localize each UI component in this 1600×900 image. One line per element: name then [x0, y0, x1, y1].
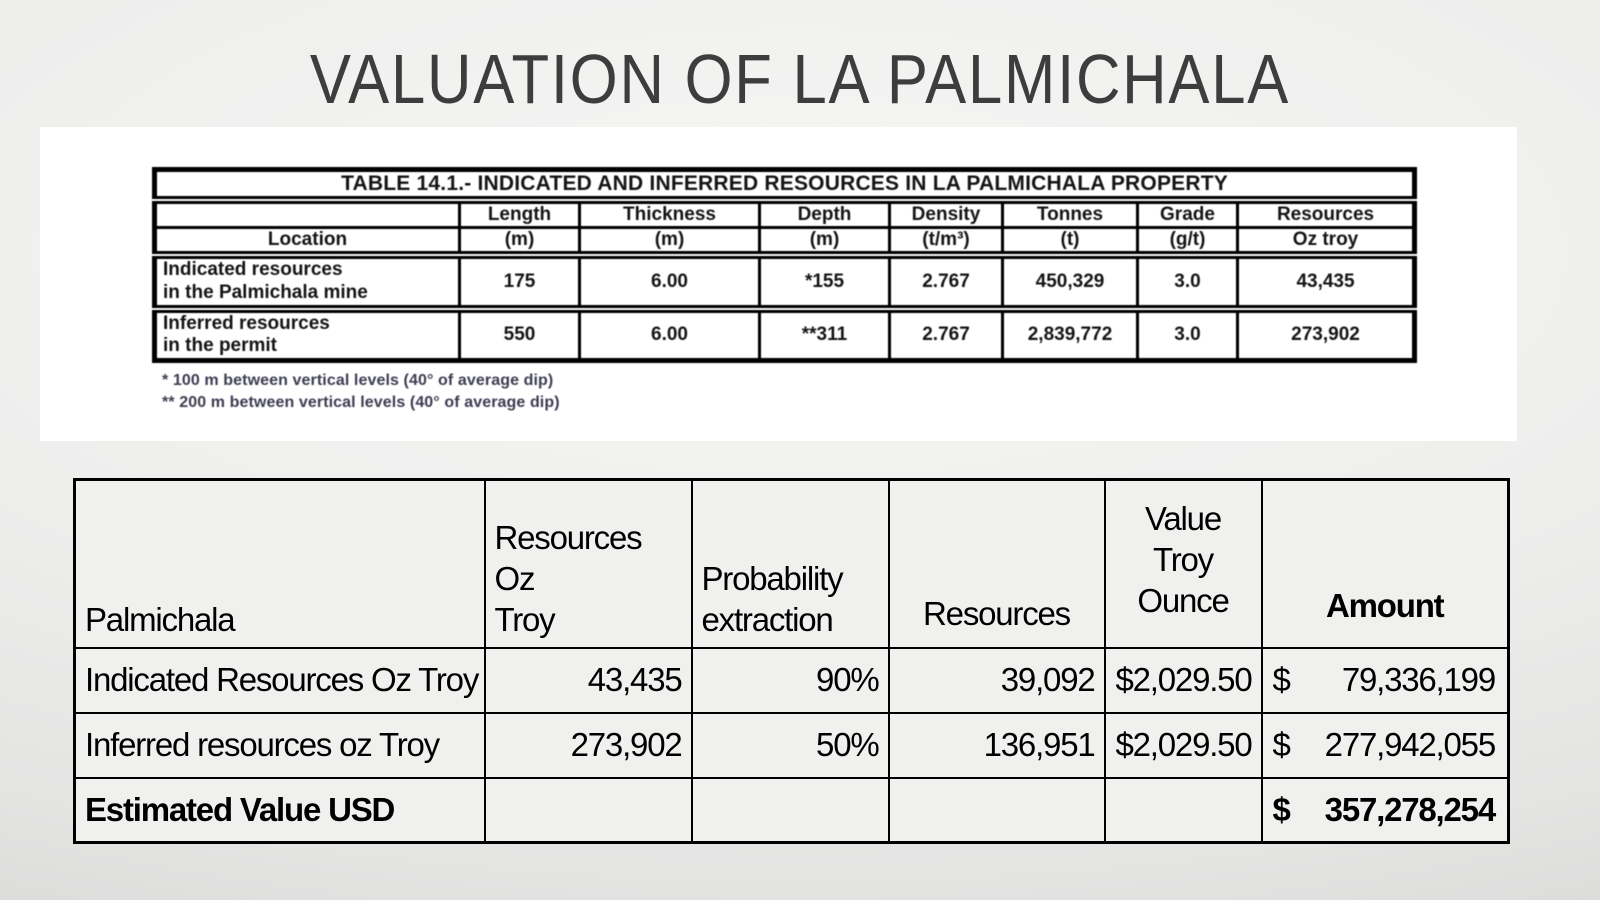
t1-col-depth: Depth: [758, 198, 891, 229]
t1-cell-depth: **311: [758, 307, 891, 363]
t2-cell-amount: $ 79,336,199: [1260, 646, 1510, 714]
t2-cell-resources-oz: 273,902: [483, 711, 693, 779]
t2-header-palmichala: Palmichala: [73, 478, 486, 649]
t1-col-length: Length: [458, 198, 581, 229]
dollar-sign: $: [1272, 790, 1291, 828]
t2-empty-cell: [483, 776, 693, 844]
table-header-row: Palmichala Resources Oz Troy Probability…: [73, 478, 1510, 649]
t1-location-inferred: Inferred resources in the permit: [153, 307, 461, 363]
t1-title: TABLE 14.1.- INDICATED AND INFERRED RESO…: [152, 168, 1417, 204]
amount-value: 357,278,254: [1324, 790, 1497, 828]
t2-cell-probability: 90%: [690, 646, 890, 714]
t1-cell-length: 550: [458, 307, 581, 363]
t1-unit-gt: (g/t): [1136, 226, 1239, 259]
dollar-sign: $: [1272, 726, 1291, 763]
t2-empty-cell: [1103, 776, 1263, 844]
table-row: TABLE 14.1.- INDICATED AND INFERRED RESO…: [152, 168, 1417, 204]
t2-empty-cell: [690, 776, 890, 844]
t1-cell-resources: 273,902: [1235, 307, 1417, 363]
table-14-1: TABLE 14.1.- INDICATED AND INFERRED RESO…: [152, 167, 1418, 364]
t2-label-indicated: Indicated Resources Oz Troy: [73, 646, 486, 714]
t2-cell-value-per-oz: $2,029.50: [1103, 646, 1263, 714]
footnote-2: ** 200 m between vertical levels (40° of…: [162, 393, 560, 411]
t2-header-resources-oz-troy: Resources Oz Troy: [483, 478, 693, 649]
t2-empty-cell: [887, 776, 1106, 844]
table-row: Indicated Resources Oz Troy 43,435 90% 3…: [73, 646, 1510, 714]
table-row: Location (m) (m) (m) (t/m³) (t) (g/t) Oz…: [153, 226, 1417, 259]
t1-col-density: Density: [888, 198, 1004, 229]
t1-cell-tonnes: 2,839,772: [1001, 307, 1139, 363]
t2-header-probability-extraction: Probability extraction: [690, 478, 890, 649]
t2-header-amount: Amount: [1260, 478, 1510, 649]
t2-header-resources: Resources: [887, 478, 1106, 649]
amount-value: 79,336,199: [1341, 661, 1496, 698]
t1-col-resources: Resources: [1235, 198, 1417, 229]
t1-cell-grade: 3.0: [1136, 253, 1239, 313]
valuation-table: Palmichala Resources Oz Troy Probability…: [73, 478, 1510, 844]
t1-col-grade: Grade: [1136, 198, 1239, 229]
t1-unit-density: (t/m³): [888, 226, 1004, 259]
t1-unit-m2: (m): [578, 226, 761, 259]
t1-cell-depth: *155: [758, 253, 891, 313]
t1-cell-length: 175: [458, 253, 581, 313]
dollar-sign: $: [1272, 661, 1291, 698]
t2-header-value-troy-ounce: Value Troy Ounce: [1103, 478, 1263, 649]
t1-unit-oztroy: Oz troy: [1235, 226, 1417, 259]
table-total-row: Estimated Value USD $ 357,278,254: [73, 776, 1510, 844]
footnote-1: * 100 m between vertical levels (40° of …: [162, 372, 554, 390]
t1-cell-thickness: 6.00: [578, 307, 761, 363]
t2-cell-resources: 39,092: [887, 646, 1106, 714]
t2-label-inferred: Inferred resources oz Troy: [73, 711, 486, 779]
t1-location-indicated: Indicated resources in the Palmichala mi…: [153, 253, 461, 313]
t1-cell-tonnes: 450,329: [1001, 253, 1139, 313]
t2-cell-amount: $ 277,942,055: [1260, 711, 1510, 779]
t1-col-tonnes: Tonnes: [1001, 198, 1139, 229]
t1-unit-m3: (m): [758, 226, 891, 259]
t1-col-thickness: Thickness: [578, 198, 761, 229]
t1-unit-t: (t): [1001, 226, 1139, 259]
t2-cell-resources-oz: 43,435: [483, 646, 693, 714]
t1-cell-thickness: 6.00: [578, 253, 761, 313]
t1-cell-grade: 3.0: [1136, 307, 1239, 363]
t2-cell-value-per-oz: $2,029.50: [1103, 711, 1263, 779]
t1-col-blank: [153, 198, 461, 229]
table-14-1-scan: TABLE 14.1.- INDICATED AND INFERRED RESO…: [152, 167, 1432, 413]
scanned-table-panel: TABLE 14.1.- INDICATED AND INFERRED RESO…: [40, 127, 1517, 441]
slide-title: VALUATION OF LA PALMICHALA: [309, 40, 1291, 118]
t1-col-location: Location: [153, 226, 461, 259]
table-row: Length Thickness Depth Density Tonnes Gr…: [153, 198, 1417, 229]
table-row: Indicated resources in the Palmichala mi…: [153, 253, 1417, 313]
t2-cell-probability: 50%: [690, 711, 890, 779]
table-row: Inferred resources oz Troy 273,902 50% 1…: [73, 711, 1510, 779]
t2-cell-total-amount: $ 357,278,254: [1260, 776, 1510, 844]
table-footnotes: * 100 m between vertical levels (40° of …: [152, 370, 1432, 413]
t2-cell-resources: 136,951: [887, 711, 1106, 779]
t1-unit-m1: (m): [458, 226, 581, 259]
t1-cell-resources: 43,435: [1235, 253, 1417, 313]
t2-label-total: Estimated Value USD: [73, 776, 486, 844]
t1-cell-density: 2.767: [888, 253, 1004, 313]
amount-value: 277,942,055: [1324, 726, 1497, 763]
table-row: Inferred resources in the permit 550 6.0…: [153, 307, 1417, 363]
t1-cell-density: 2.767: [888, 307, 1004, 363]
